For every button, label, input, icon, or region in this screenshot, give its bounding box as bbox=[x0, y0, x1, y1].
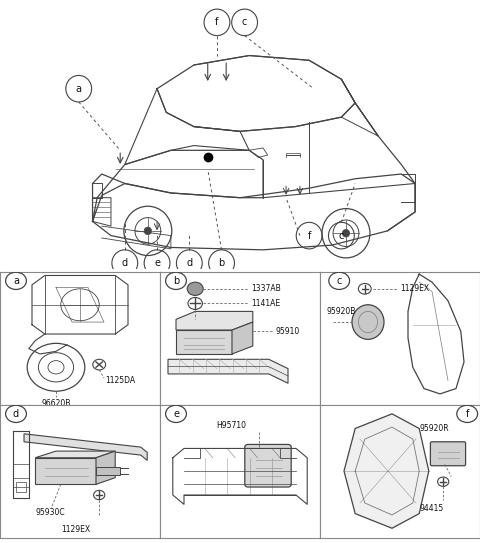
Text: 1125DA: 1125DA bbox=[106, 376, 136, 385]
Text: f: f bbox=[215, 17, 219, 27]
Polygon shape bbox=[96, 451, 115, 484]
Polygon shape bbox=[96, 467, 120, 475]
Text: 94415: 94415 bbox=[419, 504, 444, 513]
Bar bbox=[16, 482, 25, 493]
Text: 1337AB: 1337AB bbox=[251, 285, 281, 293]
Text: e: e bbox=[173, 409, 179, 419]
Text: f: f bbox=[466, 409, 469, 419]
Text: c: c bbox=[339, 231, 344, 241]
FancyBboxPatch shape bbox=[245, 444, 291, 487]
Text: c: c bbox=[242, 17, 247, 27]
Polygon shape bbox=[176, 312, 253, 330]
Text: H95710: H95710 bbox=[216, 421, 246, 430]
Text: d: d bbox=[186, 258, 192, 268]
Text: 1129EX: 1129EX bbox=[400, 285, 429, 293]
Text: 95920R: 95920R bbox=[419, 424, 449, 433]
Text: 96620B: 96620B bbox=[41, 399, 71, 408]
Ellipse shape bbox=[352, 305, 384, 339]
Text: a: a bbox=[13, 276, 19, 286]
Text: a: a bbox=[76, 84, 82, 94]
Text: 95920B: 95920B bbox=[326, 307, 356, 316]
Circle shape bbox=[342, 230, 349, 237]
Polygon shape bbox=[168, 359, 288, 383]
Text: b: b bbox=[218, 258, 225, 268]
Text: d: d bbox=[13, 409, 19, 419]
Circle shape bbox=[144, 227, 152, 235]
Polygon shape bbox=[176, 330, 232, 354]
Text: 1141AE: 1141AE bbox=[251, 299, 280, 308]
Text: c: c bbox=[336, 276, 342, 286]
Circle shape bbox=[187, 282, 203, 295]
Polygon shape bbox=[344, 414, 429, 528]
Polygon shape bbox=[232, 322, 253, 354]
Polygon shape bbox=[35, 458, 96, 484]
Text: 1129EX: 1129EX bbox=[61, 525, 90, 534]
Text: 95930C: 95930C bbox=[35, 508, 65, 517]
Text: f: f bbox=[307, 231, 311, 241]
Text: d: d bbox=[122, 258, 128, 268]
Text: e: e bbox=[154, 258, 160, 268]
Text: b: b bbox=[173, 276, 179, 286]
Text: 95910: 95910 bbox=[275, 327, 300, 336]
Polygon shape bbox=[35, 451, 115, 458]
FancyBboxPatch shape bbox=[431, 442, 466, 466]
Polygon shape bbox=[24, 434, 147, 460]
